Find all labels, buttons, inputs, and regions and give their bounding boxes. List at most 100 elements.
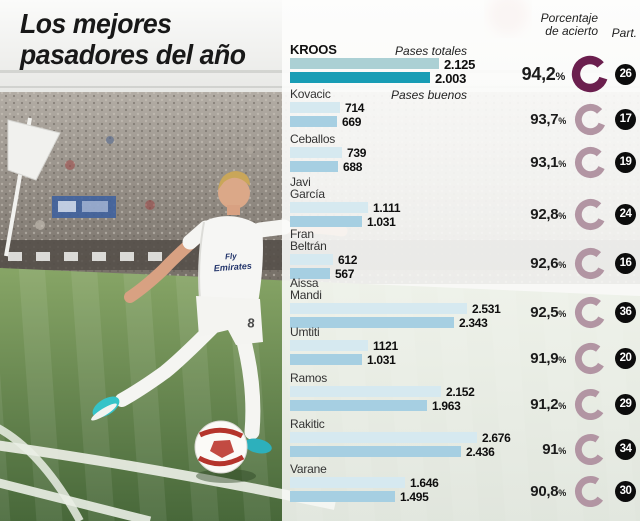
bar-good-passes: 1.031 <box>290 353 396 367</box>
total-passes-value: 1.111 <box>373 201 401 215</box>
good-passes-value: 2.436 <box>466 445 495 459</box>
player-name: Varane <box>290 462 327 476</box>
bar-total-passes: 612 <box>290 253 357 267</box>
participation-badge: 30 <box>615 480 636 502</box>
bench-chairs <box>8 252 162 261</box>
good-passes-value: 567 <box>335 267 355 281</box>
total-passes-legend: Pases totales <box>394 44 467 58</box>
total-passes-value: 1.646 <box>410 476 439 490</box>
player-row-aissa-mandi: Aissa Mandi 2.531 2.343 92,5% 36 <box>290 276 640 330</box>
shirt-sponsor-line1: Fly <box>225 252 238 262</box>
player-row-ceballos: Ceballos 739 688 93,1% 19 <box>290 132 640 178</box>
bar-total-passes: 2.531 <box>290 302 501 316</box>
player-name: Umtiti <box>290 325 320 339</box>
good-passes-value: 1.495 <box>400 490 429 504</box>
corner-arc-line <box>0 424 84 521</box>
accuracy-percent: 94,2% <box>521 63 566 84</box>
player-name: KROOS <box>290 42 337 57</box>
player-row-varane: Varane 1.646 1.495 90,8% 30 <box>290 462 640 507</box>
participation-badge: 20 <box>615 347 636 369</box>
player-row-rakitic: Rakitic 2.676 2.436 91% 34 <box>290 417 640 465</box>
total-passes-value: 612 <box>338 253 358 267</box>
player-hair <box>218 171 250 190</box>
accuracy-ring <box>574 388 607 420</box>
bar-total-passes: 739 <box>290 146 366 160</box>
chart-header: Porcentaje de acierto Part. <box>282 0 640 44</box>
bar-good-passes: 2.343 <box>290 316 488 330</box>
accuracy-ring <box>574 146 607 178</box>
participation-badge: 19 <box>615 151 636 173</box>
participation-badge: 17 <box>615 108 636 130</box>
bar-good-passes: 688 <box>290 160 362 174</box>
accuracy-percent: 91% <box>542 440 566 458</box>
accuracy-ring <box>574 296 607 328</box>
player-row-umtiti: Umtiti 1121 1.031 91,9% 20 <box>290 325 640 374</box>
good-passes-value: 1.031 <box>367 215 396 229</box>
good-passes-value: 669 <box>342 115 362 129</box>
total-passes-value: 2.531 <box>472 302 501 316</box>
bar-total-passes: 2.125 <box>290 57 475 72</box>
player-row-kovacic: Kovacic Pases buenos 714 669 93,7% 17 <box>290 88 640 135</box>
participation-badge: 26 <box>615 63 636 85</box>
player-name: Javi <box>290 175 311 189</box>
player-name: Fran <box>290 227 314 241</box>
accuracy-ring <box>574 342 607 374</box>
accuracy-percent: 92,5% <box>530 303 566 321</box>
bar-good-passes: 567 <box>290 267 354 281</box>
good-passes-value: 1.963 <box>432 399 461 413</box>
ball <box>194 420 256 483</box>
title-line2: pasadores del año <box>20 39 246 70</box>
shorts <box>196 296 263 345</box>
bar-total-passes: 2.152 <box>290 385 475 399</box>
chart-panel: Porcentaje de acierto Part. KROOS Pases … <box>282 0 640 521</box>
participation-badge: 24 <box>615 203 636 225</box>
player-name: Ramos <box>290 371 328 385</box>
page-title: Los mejores pasadores del año <box>20 8 246 70</box>
total-passes-value: 1121 <box>373 339 398 353</box>
participation-badge: 34 <box>615 438 636 460</box>
player-rows: KROOS Pases totales 2.125 2.003 94,2% 26… <box>290 42 640 507</box>
total-passes-value: 739 <box>347 146 367 160</box>
corner-flag <box>7 119 61 181</box>
good-passes-value: 2.003 <box>435 71 467 86</box>
bar-total-passes: 2.676 <box>290 431 511 445</box>
bar-total-passes: 1.111 <box>290 201 401 215</box>
player-name-line2: García <box>290 187 325 201</box>
good-passes-value: 2.343 <box>459 316 488 330</box>
participation-column-header: Part. <box>611 26 637 40</box>
boot <box>244 438 272 454</box>
player-name: Aissa <box>290 276 319 290</box>
player-row-kroos: KROOS Pases totales 2.125 2.003 94,2% 26 <box>290 42 640 93</box>
player-row-fran-beltran: Fran Beltrán 612 567 92,6% 16 <box>290 227 640 281</box>
accuracy-ring <box>574 475 607 507</box>
total-passes-value: 2.125 <box>444 57 476 72</box>
player-name-line2: Beltrán <box>290 239 327 253</box>
bar-good-passes: 1.495 <box>290 490 429 504</box>
player-name: Ceballos <box>290 132 336 146</box>
accuracy-ring <box>571 55 609 93</box>
total-passes-value: 2.152 <box>446 385 475 399</box>
accuracy-ring <box>574 198 607 230</box>
player-figure: Fly Emirates 8 <box>91 171 348 454</box>
bar-good-passes: 2.436 <box>290 445 495 459</box>
bar-total-passes: 1121 <box>290 339 398 353</box>
good-passes-value: 688 <box>343 160 363 174</box>
total-passes-value: 2.676 <box>482 431 511 445</box>
accuracy-percent: 90,8% <box>530 482 566 500</box>
accuracy-percent: 91,9% <box>530 349 566 367</box>
accuracy-column-header: Porcentaje de acierto <box>540 11 598 38</box>
shorts-number: 8 <box>247 315 256 331</box>
accuracy-ring <box>574 247 607 279</box>
accuracy-percent: 93,7% <box>530 110 566 128</box>
shirt <box>199 216 263 303</box>
player-name: Rakitic <box>290 417 325 431</box>
accuracy-percent: 92,8% <box>530 205 566 223</box>
bar-total-passes: 714 <box>290 101 364 115</box>
total-passes-value: 714 <box>345 101 365 115</box>
participation-badge: 36 <box>615 301 636 323</box>
shirt-sponsor-line2: Emirates <box>213 261 252 274</box>
player-row-javi-garcia: Javi García 1.111 1.031 92,8% 24 <box>290 175 640 230</box>
bar-good-passes: 2.003 <box>290 71 466 86</box>
accuracy-percent: 91,2% <box>530 395 566 413</box>
